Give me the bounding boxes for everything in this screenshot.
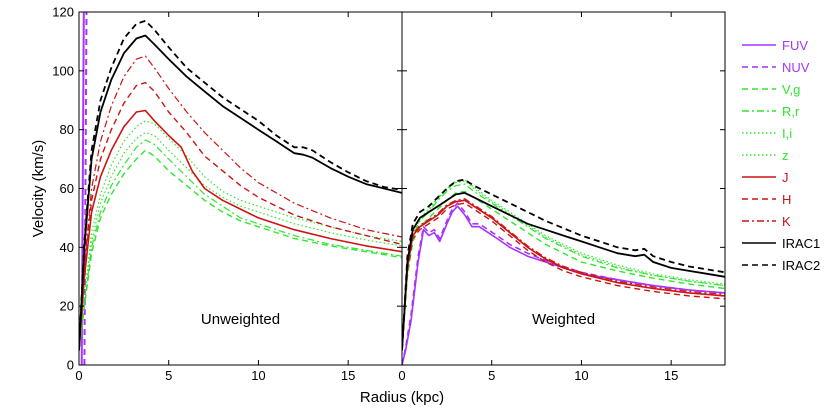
x-tick-label: 15 xyxy=(341,368,355,383)
x-axis-label: Radius (kpc) xyxy=(360,389,444,406)
y-tick-label: 80 xyxy=(60,122,74,137)
series-group-right xyxy=(402,178,725,365)
legend-entry: IRAC2 xyxy=(742,258,820,273)
panel-label-left: Unweighted xyxy=(201,311,280,328)
series-line-h xyxy=(79,81,402,351)
series-line-irac1 xyxy=(402,192,725,351)
series-line-nuv xyxy=(402,202,725,365)
series-group-left xyxy=(79,12,402,365)
legend-entry: V,g xyxy=(742,82,800,97)
series-line-v-g xyxy=(402,190,725,351)
series-line-fuv xyxy=(402,205,725,365)
legend-label: J xyxy=(782,170,789,185)
series-line-irac1 xyxy=(79,34,402,351)
series-line-i-i xyxy=(79,120,402,351)
panel-left: 0 5 10 15 0 20 40 60 80 100 120 Unweighted xyxy=(52,5,403,383)
x-tick-label: 0 xyxy=(75,368,82,383)
legend-entry: NUV xyxy=(742,60,810,75)
legend-entry: FUV xyxy=(742,38,808,53)
y-tick-label: 20 xyxy=(60,299,74,314)
legend-label: H xyxy=(782,192,791,207)
legend-entry: z xyxy=(742,148,789,163)
legend-label: FUV xyxy=(782,38,808,53)
legend-label: z xyxy=(782,148,789,163)
series-line-nuv xyxy=(83,12,88,365)
legend-label: V,g xyxy=(782,82,800,97)
legend-label: IRAC1 xyxy=(782,236,820,251)
plot-panels: 0 5 10 15 0 20 40 60 80 100 120 Unweighted 0 5 10 15 Wei… xyxy=(52,5,726,383)
legend-entry: IRAC1 xyxy=(742,236,820,251)
legend-entry: H xyxy=(742,192,791,207)
x-tick-label: 0 xyxy=(398,368,405,383)
y-tick-label: 60 xyxy=(60,181,74,196)
x-tick-label: 5 xyxy=(488,368,495,383)
legend-label: I,i xyxy=(782,126,792,141)
legend-label: NUV xyxy=(782,60,810,75)
y-axis-label: Velocity (km/s) xyxy=(30,140,47,238)
y-tick-label: 120 xyxy=(52,5,74,20)
series-line-h xyxy=(402,202,725,351)
legend-label: K xyxy=(782,214,791,229)
series-line-k xyxy=(79,55,402,351)
panel-right: 0 5 10 15 Weighted xyxy=(398,11,726,383)
legend-entry: R,r xyxy=(742,104,800,119)
legend-label: IRAC2 xyxy=(782,258,820,273)
series-line-j xyxy=(402,199,725,351)
panel-label-right: Weighted xyxy=(532,311,595,328)
series-line-v-g xyxy=(79,149,402,351)
series-line-k xyxy=(402,198,725,351)
series-line-z xyxy=(402,180,725,351)
y-tick-label: 100 xyxy=(52,63,74,78)
series-line-z xyxy=(79,132,402,351)
series-line-r-r xyxy=(79,139,402,351)
x-tick-label: 5 xyxy=(165,368,172,383)
x-tick-label: 10 xyxy=(574,368,588,383)
x-tick-label: 10 xyxy=(251,368,265,383)
series-line-j xyxy=(79,109,402,351)
series-line-irac2 xyxy=(79,19,402,351)
y-tick-label: 0 xyxy=(67,358,74,373)
legend-entry: K xyxy=(742,214,791,229)
legend-entry: J xyxy=(742,170,789,185)
series-line-irac2 xyxy=(402,178,725,351)
y-tick-label: 40 xyxy=(60,240,74,255)
legend-label: R,r xyxy=(782,104,800,119)
x-tick-label: 15 xyxy=(664,368,678,383)
series-line-r-r xyxy=(402,183,725,351)
legend-entry: I,i xyxy=(742,126,792,141)
